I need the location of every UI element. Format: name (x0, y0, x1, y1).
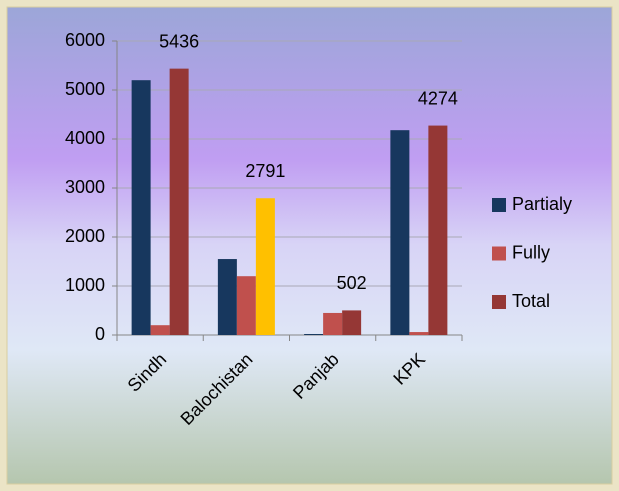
y-tick-label: 3000 (65, 177, 105, 197)
legend-label: Total (512, 291, 550, 311)
y-tick-label: 1000 (65, 275, 105, 295)
value-label: 502 (337, 273, 367, 293)
value-label: 2791 (245, 161, 285, 181)
y-tick-label: 5000 (65, 79, 105, 99)
legend-swatch (492, 246, 506, 261)
bar (150, 325, 170, 335)
bar (255, 198, 275, 335)
bar (304, 334, 324, 335)
bar (236, 276, 256, 335)
value-label: 4274 (418, 88, 458, 108)
legend-label: Partialy (512, 194, 572, 214)
legend-label: Fully (512, 242, 550, 262)
y-tick-label: 2000 (65, 226, 105, 246)
bar (390, 130, 410, 335)
bar (131, 80, 151, 335)
bar (428, 125, 448, 335)
y-tick-label: 4000 (65, 128, 105, 148)
legend-swatch (492, 198, 506, 212)
chart-background (6, 6, 613, 485)
bar (323, 312, 343, 335)
bar (169, 68, 189, 336)
bar (217, 259, 237, 335)
legend-swatch (492, 295, 506, 309)
bar (342, 310, 362, 335)
y-tick-label: 6000 (65, 30, 105, 50)
y-tick-label: 0 (95, 324, 105, 344)
bar (409, 332, 429, 335)
value-label: 5436 (159, 31, 199, 51)
